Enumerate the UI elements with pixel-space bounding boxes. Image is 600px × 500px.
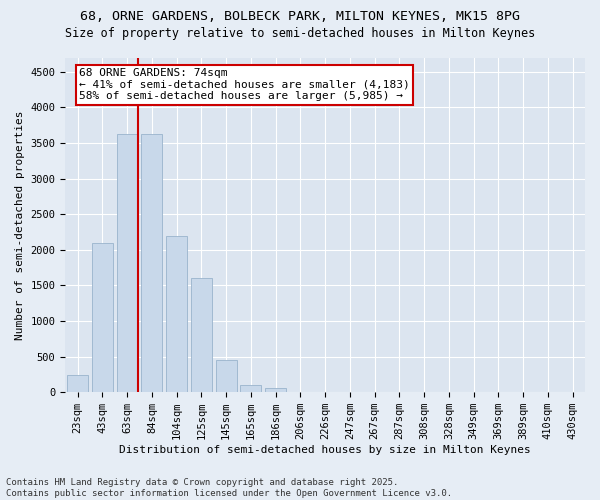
X-axis label: Distribution of semi-detached houses by size in Milton Keynes: Distribution of semi-detached houses by … <box>119 445 531 455</box>
Bar <box>92 242 113 392</box>
Bar <box>241 385 262 392</box>
Bar <box>67 375 88 392</box>
Bar <box>191 278 212 392</box>
Y-axis label: Number of semi-detached properties: Number of semi-detached properties <box>15 110 25 340</box>
Text: Size of property relative to semi-detached houses in Milton Keynes: Size of property relative to semi-detach… <box>65 28 535 40</box>
Bar <box>215 360 236 392</box>
Bar <box>116 134 137 392</box>
Bar <box>265 388 286 392</box>
Bar <box>142 134 163 392</box>
Text: 68 ORNE GARDENS: 74sqm
← 41% of semi-detached houses are smaller (4,183)
58% of : 68 ORNE GARDENS: 74sqm ← 41% of semi-det… <box>79 68 410 102</box>
Text: Contains HM Land Registry data © Crown copyright and database right 2025.
Contai: Contains HM Land Registry data © Crown c… <box>6 478 452 498</box>
Bar <box>166 236 187 392</box>
Text: 68, ORNE GARDENS, BOLBECK PARK, MILTON KEYNES, MK15 8PG: 68, ORNE GARDENS, BOLBECK PARK, MILTON K… <box>80 10 520 23</box>
